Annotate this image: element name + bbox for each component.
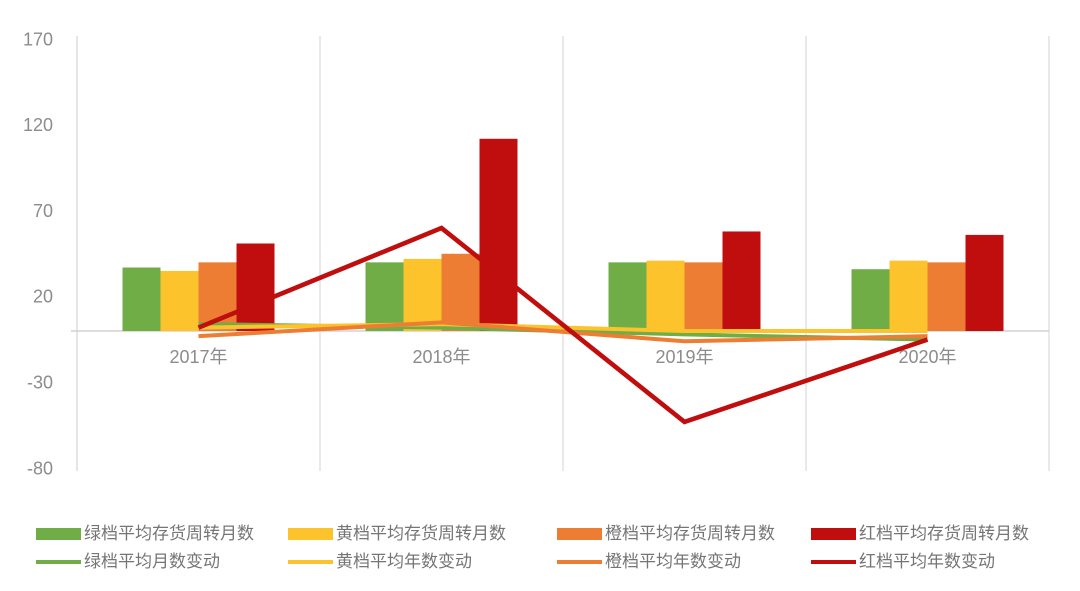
- legend-line-swatch-绿档平均月数变动: [36, 559, 81, 564]
- legend-item-红档平均年数变动: 红档平均年数变动: [811, 553, 995, 570]
- legend-item-label: 红档平均存货周转月数: [859, 524, 1029, 543]
- x-category-label: 2017年: [169, 347, 227, 367]
- bar-绿档平均存货周转月数: [608, 262, 647, 331]
- line-橙档平均年数变动: [198, 320, 928, 344]
- legend-item-label: 绿档平均存货周转月数: [84, 524, 254, 543]
- legend-bar-swatch-黄档平均存货周转月数: [288, 527, 333, 540]
- bar-橙档平均存货周转月数: [684, 262, 723, 331]
- legend-item-绿档平均月数变动: 绿档平均月数变动: [36, 553, 220, 570]
- y-tick-label: -30: [27, 372, 53, 392]
- legend-item-绿档平均存货周转月数: 绿档平均存货周转月数: [36, 525, 254, 542]
- y-tick-label: 170: [23, 29, 53, 49]
- bar-红档平均存货周转月数: [965, 234, 1004, 331]
- x-category-label: 2020年: [898, 347, 956, 367]
- bar-红档平均存货周转月数: [479, 138, 518, 331]
- line-红档平均年数变动: [197, 225, 929, 425]
- legend-item-label: 黄档平均年数变动: [336, 552, 472, 571]
- legend-item-橙档平均年数变动: 橙档平均年数变动: [557, 553, 741, 570]
- legend-item-橙档平均存货周转月数: 橙档平均存货周转月数: [557, 525, 775, 542]
- y-tick-label: -80: [27, 458, 53, 478]
- legend-item-红档平均存货周转月数: 红档平均存货周转月数: [811, 525, 1029, 542]
- bar-红档平均存货周转月数: [236, 243, 275, 331]
- legend-item-label: 红档平均年数变动: [859, 552, 995, 571]
- legend-bar-swatch-红档平均存货周转月数: [811, 527, 856, 540]
- bar-红档平均存货周转月数: [722, 231, 761, 331]
- bar-橙档平均存货周转月数: [927, 262, 966, 331]
- bar-黄档平均存货周转月数: [403, 258, 442, 331]
- x-category-label: 2019年: [655, 347, 713, 367]
- bar-绿档平均存货周转月数: [122, 267, 161, 331]
- y-tick-label: 70: [33, 201, 53, 221]
- x-category-label: 2018年: [412, 347, 470, 367]
- bar-绿档平均存货周转月数: [365, 262, 404, 331]
- legend-item-label: 橙档平均年数变动: [605, 552, 741, 571]
- bar-黄档平均存货周转月数: [889, 260, 928, 331]
- legend-item-label: 橙档平均存货周转月数: [605, 524, 775, 543]
- legend-line-swatch-橙档平均年数变动: [557, 559, 602, 564]
- y-tick-label: 120: [23, 115, 53, 135]
- legend-bar-swatch-绿档平均存货周转月数: [36, 527, 81, 540]
- legend-line-swatch-红档平均年数变动: [811, 559, 856, 564]
- combo-chart-plot: 170 120 70 20 -30 -80 2017年 2018年 2019年 2020年: [23, 29, 1050, 478]
- legend-item-黄档平均存货周转月数: 黄档平均存货周转月数: [288, 525, 506, 542]
- bar-橙档平均存货周转月数: [441, 253, 480, 331]
- bar-黄档平均存货周转月数: [646, 260, 685, 331]
- bar-绿档平均存货周转月数: [851, 269, 890, 331]
- y-tick-label: 20: [33, 287, 53, 307]
- legend-line-swatch-黄档平均年数变动: [288, 559, 333, 564]
- legend-item-label: 黄档平均存货周转月数: [336, 524, 506, 543]
- legend-bar-swatch-橙档平均存货周转月数: [557, 527, 602, 540]
- legend-item-黄档平均年数变动: 黄档平均年数变动: [288, 553, 472, 570]
- bar-黄档平均存货周转月数: [160, 270, 199, 331]
- legend-item-label: 绿档平均月数变动: [84, 552, 220, 571]
